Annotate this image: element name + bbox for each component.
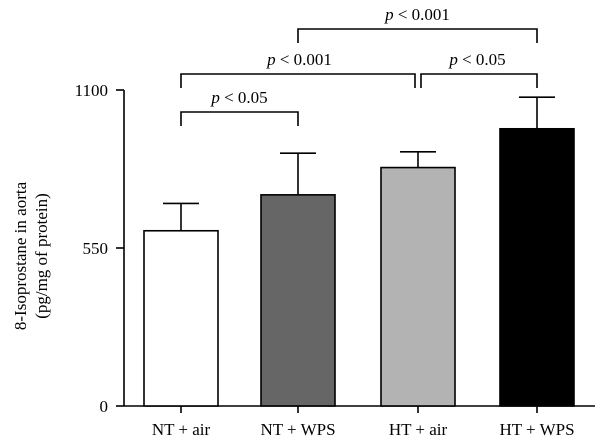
p-value: < 0.001: [276, 50, 332, 69]
y-tick-label: 0: [100, 397, 109, 416]
significance-bracket: p < 0.05: [420, 50, 538, 88]
p-symbol: p: [266, 50, 276, 69]
y-axis-title-line: (pg/mg of protein): [32, 193, 51, 319]
y-axis-title-line: 8-Isoprostane in aorta: [11, 181, 30, 330]
p-symbol: p: [384, 5, 394, 24]
y-tick-label: 1100: [75, 81, 108, 100]
y-tick-label: 550: [83, 239, 109, 258]
axes: 0 550 1100 NT + air NT + WPS HT + air HT + WPS: [75, 81, 595, 439]
p-symbol: p: [448, 50, 458, 69]
x-tick-label: NT + air: [152, 420, 211, 439]
significance-label: p < 0.05: [210, 88, 267, 107]
p-value: < 0.05: [220, 88, 268, 107]
x-tick-label: HT + WPS: [499, 420, 574, 439]
bar: [499, 127, 575, 407]
bar: [143, 229, 219, 407]
x-tick-label: NT + WPS: [260, 420, 335, 439]
p-value: < 0.001: [394, 5, 450, 24]
bracket-line: [180, 73, 416, 88]
bracket-line: [180, 111, 299, 126]
bracket-line: [420, 73, 538, 88]
x-tick-label: HT + air: [389, 420, 448, 439]
significance-label: p < 0.05: [448, 50, 505, 69]
significance-label: p < 0.001: [384, 5, 450, 24]
p-symbol: p: [210, 88, 220, 107]
significance-bracket: p < 0.001: [297, 5, 538, 43]
significance-bracket: p < 0.001: [180, 50, 416, 88]
significance-brackets: p < 0.05p < 0.001 p < 0.05p < 0.001: [180, 5, 538, 126]
p-value: < 0.05: [458, 50, 506, 69]
significance-label: p < 0.001: [266, 50, 332, 69]
bracket-line: [297, 28, 538, 43]
bar: [380, 166, 456, 407]
significance-bracket: p < 0.05: [180, 88, 299, 126]
y-axis-title: 8-Isoprostane in aorta (pg/mg of protein): [11, 181, 51, 330]
bars: [143, 96, 575, 407]
bar: [260, 194, 336, 407]
